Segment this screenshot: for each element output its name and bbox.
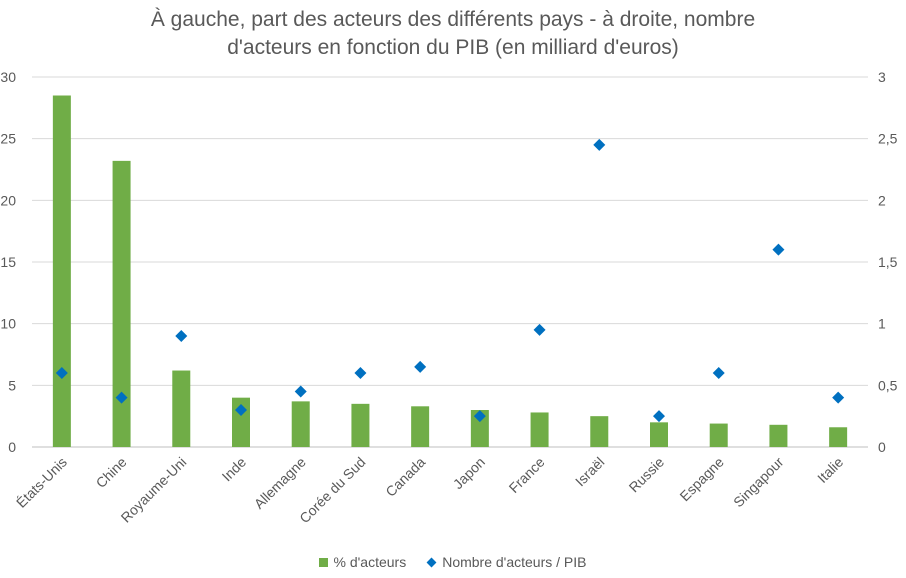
- chart-title: À gauche, part des acteurs des différent…: [0, 6, 906, 62]
- legend-label-bars: % d'acteurs: [333, 554, 407, 570]
- category-label: Inde: [219, 454, 250, 485]
- bar: [650, 422, 668, 447]
- left-tick-label: 15: [0, 254, 16, 270]
- bar: [291, 401, 310, 447]
- marker-diamond: [55, 367, 68, 379]
- left-tick-label: 5: [8, 377, 16, 393]
- right-tick-label: 3: [878, 69, 886, 85]
- marker-diamond: [115, 391, 128, 404]
- marker-diamond: [772, 243, 785, 256]
- category-label: Espagne: [676, 454, 727, 505]
- left-tick-label: 0: [8, 439, 16, 455]
- category-label: Canada: [382, 454, 428, 500]
- category-label: Singapour: [730, 454, 787, 511]
- marker-diamond: [294, 385, 307, 398]
- legend: % d'acteurs Nombre d'acteurs / PIB: [0, 551, 906, 573]
- right-y-axis: 0 0,5 1 1,5 2 2,5 3: [878, 69, 898, 455]
- marker-diamond: [473, 410, 486, 423]
- marker-series: [55, 138, 845, 423]
- bar: [829, 427, 848, 447]
- bar: [52, 95, 71, 447]
- right-tick-label: 0,5: [878, 377, 898, 393]
- bar: [172, 370, 191, 447]
- category-label: Israël: [572, 454, 608, 490]
- left-tick-label: 20: [0, 192, 16, 208]
- marker-diamond: [712, 367, 725, 379]
- bar: [530, 412, 549, 447]
- left-y-axis: 0 5 10 15 20 25 30: [0, 69, 16, 455]
- right-tick-label: 0: [878, 439, 886, 455]
- bar: [411, 406, 430, 447]
- right-tick-label: 2,5: [878, 131, 898, 147]
- left-tick-label: 30: [0, 69, 16, 85]
- left-tick-label: 10: [0, 316, 16, 332]
- legend-diamond-swatch: [426, 557, 437, 567]
- marker-diamond: [593, 138, 606, 151]
- legend-label-markers: Nombre d'acteurs / PIB: [442, 554, 587, 570]
- gridlines: [32, 76, 868, 448]
- marker-diamond: [533, 323, 546, 336]
- bar: [112, 160, 131, 447]
- chart-title-line-1: À gauche, part des acteurs des différent…: [150, 8, 756, 31]
- category-label: Chine: [93, 454, 130, 491]
- bar: [351, 403, 370, 447]
- marker-diamond: [653, 410, 665, 423]
- legend-item-markers: Nombre d'acteurs / PIB: [426, 554, 587, 570]
- marker-diamond: [414, 360, 427, 373]
- marker-diamond: [832, 391, 845, 404]
- category-label: Italie: [814, 454, 846, 486]
- chart-title-line-2: d'acteurs en fonction du PIB (en milliar…: [227, 36, 679, 59]
- right-tick-label: 1: [878, 316, 886, 332]
- marker-diamond: [175, 330, 188, 342]
- category-label: France: [506, 454, 548, 496]
- bar-series: [52, 95, 848, 447]
- category-label: Allemagne: [251, 454, 309, 512]
- left-tick-label: 25: [0, 131, 16, 147]
- category-label: Russie: [626, 454, 668, 496]
- marker-diamond: [235, 404, 247, 416]
- bar: [709, 423, 728, 447]
- bar: [769, 424, 788, 447]
- marker-diamond: [354, 367, 367, 379]
- bar: [470, 410, 489, 447]
- right-tick-label: 1,5: [878, 254, 898, 270]
- legend-bar-swatch: [319, 557, 329, 567]
- category-label: Japon: [450, 454, 488, 492]
- bar: [590, 416, 609, 447]
- right-tick-label: 2: [878, 192, 886, 208]
- chart-plot: 0 5 10 15 20 25 30 0 0,5 1 1,5 2 2,5 3 États-Unis Chi…: [0, 69, 898, 527]
- category-label: États-Unis: [13, 454, 70, 511]
- legend-item-bars: % d'acteurs: [319, 554, 406, 570]
